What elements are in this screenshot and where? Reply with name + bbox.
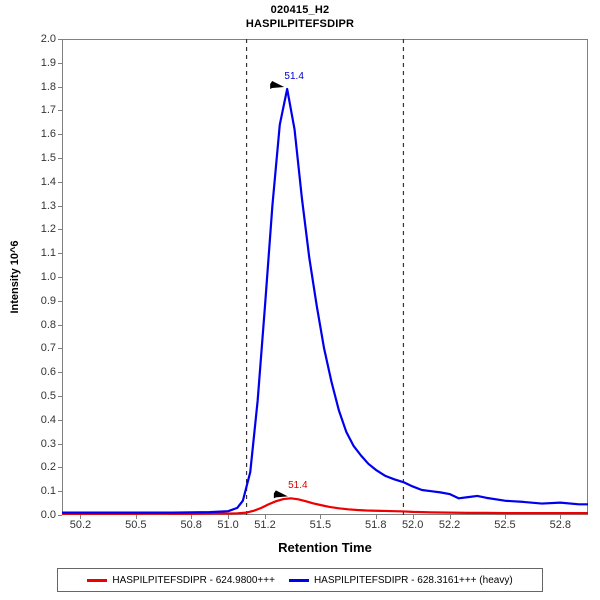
y-tick-label: 0.3	[40, 437, 56, 450]
y-tick-label: 1.7	[40, 104, 56, 117]
y-tick-label: 0.6	[40, 366, 56, 379]
red-peak-arrow-icon	[273, 490, 288, 499]
y-tick-label: 1.9	[40, 56, 56, 69]
x-tick-mark	[228, 515, 230, 519]
chart-title-block: 020415_H2 HASPILPITEFSDIPR	[0, 3, 600, 31]
y-tick-mark	[58, 110, 62, 112]
x-tick-mark	[504, 515, 506, 519]
y-tick-label: 0.7	[40, 342, 56, 355]
integration-boundary-lines	[245, 39, 405, 515]
y-tick-mark	[58, 515, 62, 516]
y-tick-mark	[58, 467, 62, 469]
x-axis-label: Retention Time	[278, 540, 372, 555]
y-tick-mark	[58, 229, 62, 231]
sample-name-title: 020415_H2	[270, 4, 330, 16]
x-tick-label: 50.5	[125, 519, 147, 531]
x-tick-mark	[191, 515, 193, 519]
blue-peak-arrow-icon	[270, 80, 285, 89]
y-tick-label: 1.2	[40, 223, 56, 236]
legend-label-heavy: HASPILPITEFSDIPR - 628.3161+++ (heavy)	[313, 574, 513, 586]
x-tick-label: 51.5	[309, 519, 332, 531]
legend-label-light: HASPILPITEFSDIPR - 624.9800+++	[112, 574, 275, 586]
y-tick-label: 1.4	[40, 175, 56, 188]
peptide-sequence-title: HASPILPITEFSDIPR	[245, 18, 355, 30]
y-tick-mark	[58, 324, 62, 326]
y-tick-mark	[58, 86, 62, 88]
x-tick-label: 50.8	[180, 519, 202, 531]
y-tick-label: 0.9	[40, 294, 56, 307]
y-tick-label: 1.0	[40, 271, 56, 283]
y-tick-mark	[58, 158, 62, 159]
y-tick-label: 1.1	[40, 247, 56, 260]
x-tick-label: 51.8	[365, 519, 387, 531]
x-tick-label: 52.0	[401, 519, 424, 531]
plot-frame	[62, 39, 588, 515]
y-tick-label: 1.3	[40, 199, 56, 212]
y-tick-mark	[58, 300, 62, 302]
y-tick-mark	[58, 205, 62, 207]
x-tick-mark	[375, 515, 377, 519]
x-tick-mark	[560, 515, 562, 519]
y-tick-label: 0.2	[40, 461, 56, 474]
y-tick-mark	[58, 134, 62, 136]
legend-item-heavy[interactable]: HASPILPITEFSDIPR - 628.3161+++ (heavy)	[288, 574, 513, 586]
x-tick-mark	[412, 515, 414, 519]
y-tick-mark	[58, 277, 62, 278]
x-tick-mark	[135, 515, 137, 519]
y-tick-label: 1.5	[40, 152, 56, 164]
y-tick-label: 2.0	[40, 33, 56, 45]
x-tick-label: 52.2	[438, 519, 461, 531]
y-tick-label: 0.8	[40, 318, 56, 331]
x-tick-label: 51.0	[217, 519, 239, 531]
y-tick-mark	[58, 62, 62, 64]
y-tick-label: 1.8	[40, 80, 56, 93]
x-tick-mark	[265, 515, 267, 519]
x-tick-mark	[320, 515, 322, 519]
x-tick-mark	[80, 515, 82, 519]
chromatogram-plot[interactable]	[62, 39, 588, 515]
y-tick-mark	[58, 39, 62, 40]
x-tick-label: 52.5	[494, 519, 516, 531]
red-peak-rt-label: 51.4	[288, 480, 308, 492]
trace-heavy-628	[62, 87, 588, 514]
y-axis-ticks: 2.0 1.9 1.8 1.7 1.6 1.5 1.4 1.3 1.2 1.1 1.0 0.9 0.8 0…	[22, 0, 62, 600]
y-tick-mark	[58, 348, 62, 350]
y-tick-mark	[58, 443, 62, 445]
x-tick-label: 50.2	[69, 519, 92, 531]
y-tick-mark	[58, 491, 62, 493]
y-tick-label: 0.0	[40, 509, 56, 521]
x-tick-label: 52.8	[549, 519, 572, 531]
y-tick-label: 0.5	[40, 390, 56, 402]
x-tick-mark	[449, 515, 451, 519]
y-tick-label: 1.6	[40, 128, 56, 141]
y-tick-mark	[58, 181, 62, 183]
legend-color-swatch-light	[87, 578, 108, 582]
legend[interactable]: HASPILPITEFSDIPR - 624.9800+++ HASPILPIT…	[57, 568, 543, 592]
trace-light-624	[62, 497, 588, 515]
legend-item-light[interactable]: HASPILPITEFSDIPR - 624.9800+++	[87, 575, 275, 586]
y-tick-mark	[58, 253, 62, 255]
legend-color-swatch-heavy	[288, 578, 309, 582]
y-tick-mark	[58, 396, 62, 397]
x-tick-label: 51.2	[254, 519, 276, 531]
y-tick-mark	[58, 419, 62, 421]
blue-peak-rt-label: 51.4	[284, 70, 304, 82]
y-tick-label: 0.1	[40, 485, 56, 498]
y-tick-label: 0.4	[40, 413, 56, 426]
y-tick-mark	[58, 372, 62, 374]
